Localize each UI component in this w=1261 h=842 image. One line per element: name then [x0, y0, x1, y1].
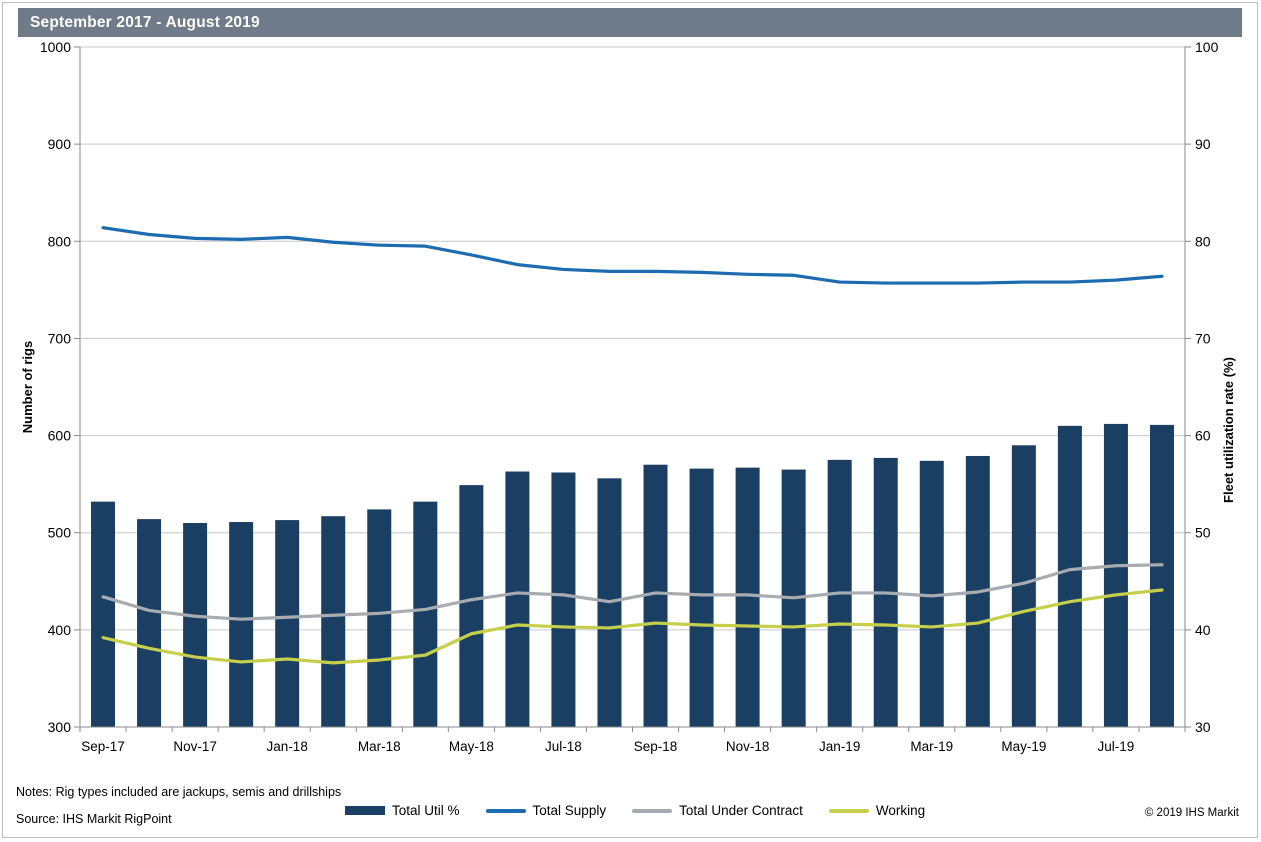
legend-item-working: Working	[828, 803, 926, 818]
legend-swatch-line-icon	[632, 808, 673, 813]
legend-swatch-line-icon	[828, 808, 869, 813]
legend-item-total-util: Total Util %	[345, 803, 460, 818]
svg-text:70: 70	[1195, 330, 1211, 346]
svg-text:600: 600	[48, 428, 72, 444]
svg-text:90: 90	[1195, 136, 1211, 152]
svg-text:Jan-18: Jan-18	[267, 739, 308, 754]
svg-text:300: 300	[48, 719, 72, 735]
svg-text:Jan-19: Jan-19	[819, 739, 860, 754]
svg-text:100: 100	[1195, 39, 1219, 55]
svg-text:Mar-19: Mar-19	[910, 739, 953, 754]
copyright-text: © 2019 IHS Markit	[1144, 807, 1239, 819]
svg-text:Jul-19: Jul-19	[1098, 739, 1135, 754]
svg-text:Nov-18: Nov-18	[726, 739, 770, 754]
svg-text:50: 50	[1195, 525, 1211, 541]
legend-label: Total Supply	[532, 803, 607, 818]
svg-text:800: 800	[48, 233, 72, 249]
chart-title-bar: September 2017 - August 2019	[18, 8, 1242, 37]
chart-legend: Total Util % Total Supply Total Under Co…	[345, 803, 925, 818]
svg-text:Number of rigs: Number of rigs	[20, 341, 35, 433]
chart-title: September 2017 - August 2019	[30, 13, 260, 31]
svg-text:400: 400	[48, 622, 72, 638]
svg-text:May-18: May-18	[449, 739, 494, 754]
chart-canvas: 300 400 500 600 700 800 900 1000 30 40 50 60 70 80 90 1…	[20, 39, 1236, 754]
svg-text:1000: 1000	[40, 39, 71, 55]
notes-text: Notes: Rig types included are jackups, s…	[16, 785, 342, 799]
legend-swatch-bar-icon	[345, 806, 385, 815]
svg-text:80: 80	[1195, 233, 1211, 249]
svg-text:700: 700	[48, 330, 72, 346]
svg-text:Mar-18: Mar-18	[358, 739, 401, 754]
legend-label: Total Under Contract	[679, 803, 803, 818]
svg-text:Sep-18: Sep-18	[634, 739, 678, 754]
svg-text:30: 30	[1195, 719, 1211, 735]
svg-text:May-19: May-19	[1001, 739, 1046, 754]
svg-text:40: 40	[1195, 622, 1211, 638]
notes-block: Notes: Rig types included are jackups, s…	[16, 779, 341, 833]
source-text: Source: IHS Markit RigPoint	[16, 812, 172, 826]
svg-text:60: 60	[1195, 428, 1211, 444]
legend-label: Working	[875, 803, 926, 818]
legend-item-total-under-contract: Total Under Contract	[632, 803, 803, 818]
svg-text:Fleet utilization rate (%): Fleet utilization rate (%)	[1221, 357, 1236, 503]
legend-label: Total Util %	[392, 803, 460, 818]
svg-text:Nov-17: Nov-17	[173, 739, 217, 754]
legend-item-total-supply: Total Supply	[485, 803, 607, 818]
svg-text:Sep-17: Sep-17	[81, 739, 125, 754]
svg-text:900: 900	[48, 136, 72, 152]
svg-text:Jul-18: Jul-18	[545, 739, 582, 754]
svg-text:500: 500	[48, 525, 72, 541]
legend-swatch-line-icon	[485, 808, 526, 813]
